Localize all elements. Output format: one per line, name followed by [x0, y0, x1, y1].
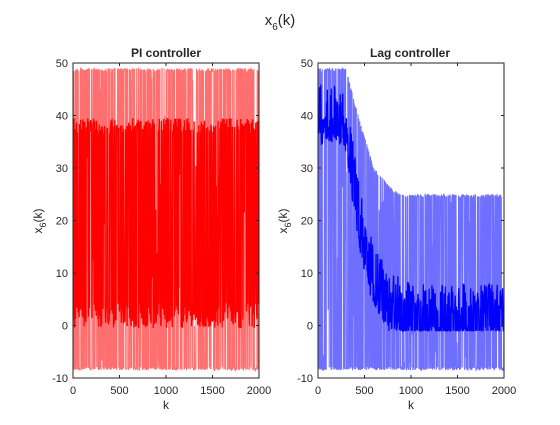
pi-controller-xtick-label: 1000	[154, 385, 178, 397]
pi-controller-xtick-label: 2000	[247, 385, 271, 397]
lag-controller-ytick-label: 0	[307, 321, 313, 333]
pi-controller-series-2-line	[73, 117, 259, 329]
lag-controller-ytick-label: 20	[301, 216, 313, 228]
lag-controller-ytick-label: 10	[301, 268, 313, 280]
lag-controller-ytick-label: 40	[301, 111, 313, 123]
lag-controller-panel: Lag controller 0 500 1000 1500 2000-10010203…	[276, 46, 516, 412]
lag-controller-xtick-label: 500	[355, 385, 373, 397]
lag-controller-series-2-line	[318, 84, 504, 333]
pi-controller-ytick-label: 20	[56, 216, 68, 228]
pi-controller-ytick-label: 50	[56, 58, 68, 70]
figure-title: x6(k)	[265, 12, 296, 33]
lag-controller-ylabel: x6(k)	[276, 208, 293, 233]
pi-controller-xtick-label: 1500	[200, 385, 224, 397]
lag-controller-series-1-line	[318, 67, 504, 372]
lag-controller-plot-area	[318, 67, 504, 372]
lag-controller-ytick-label: 50	[301, 58, 313, 70]
lag-controller-title: Lag controller	[370, 46, 450, 60]
pi-controller-ytick-label: -10	[52, 373, 68, 385]
lag-controller-xlabel: k	[408, 398, 415, 412]
lag-controller-xtick-label: 1000	[399, 385, 423, 397]
pi-controller-plot-area	[73, 66, 259, 372]
pi-controller-panel: PI controller 0 500 1000 1500 2000-100102030…	[31, 46, 271, 412]
pi-controller-ytick-label: 30	[56, 163, 68, 175]
pi-controller-ylabel: x6(k)	[31, 208, 48, 233]
pi-controller-xtick-label: 500	[110, 385, 128, 397]
lag-controller-ytick-label: 30	[301, 163, 313, 175]
pi-controller-xtick-label: 0	[70, 385, 76, 397]
lag-controller-xtick-label: 1500	[445, 385, 469, 397]
lag-controller-xtick-label: 2000	[492, 385, 516, 397]
pi-controller-ytick-label: 0	[62, 321, 68, 333]
pi-controller-title: PI controller	[131, 46, 201, 60]
lag-controller-ytick-label: -10	[297, 373, 313, 385]
pi-controller-xlabel: k	[163, 398, 170, 412]
pi-controller-ytick-label: 40	[56, 111, 68, 123]
pi-controller-ytick-label: 10	[56, 268, 68, 280]
lag-controller-xtick-label: 0	[315, 385, 321, 397]
